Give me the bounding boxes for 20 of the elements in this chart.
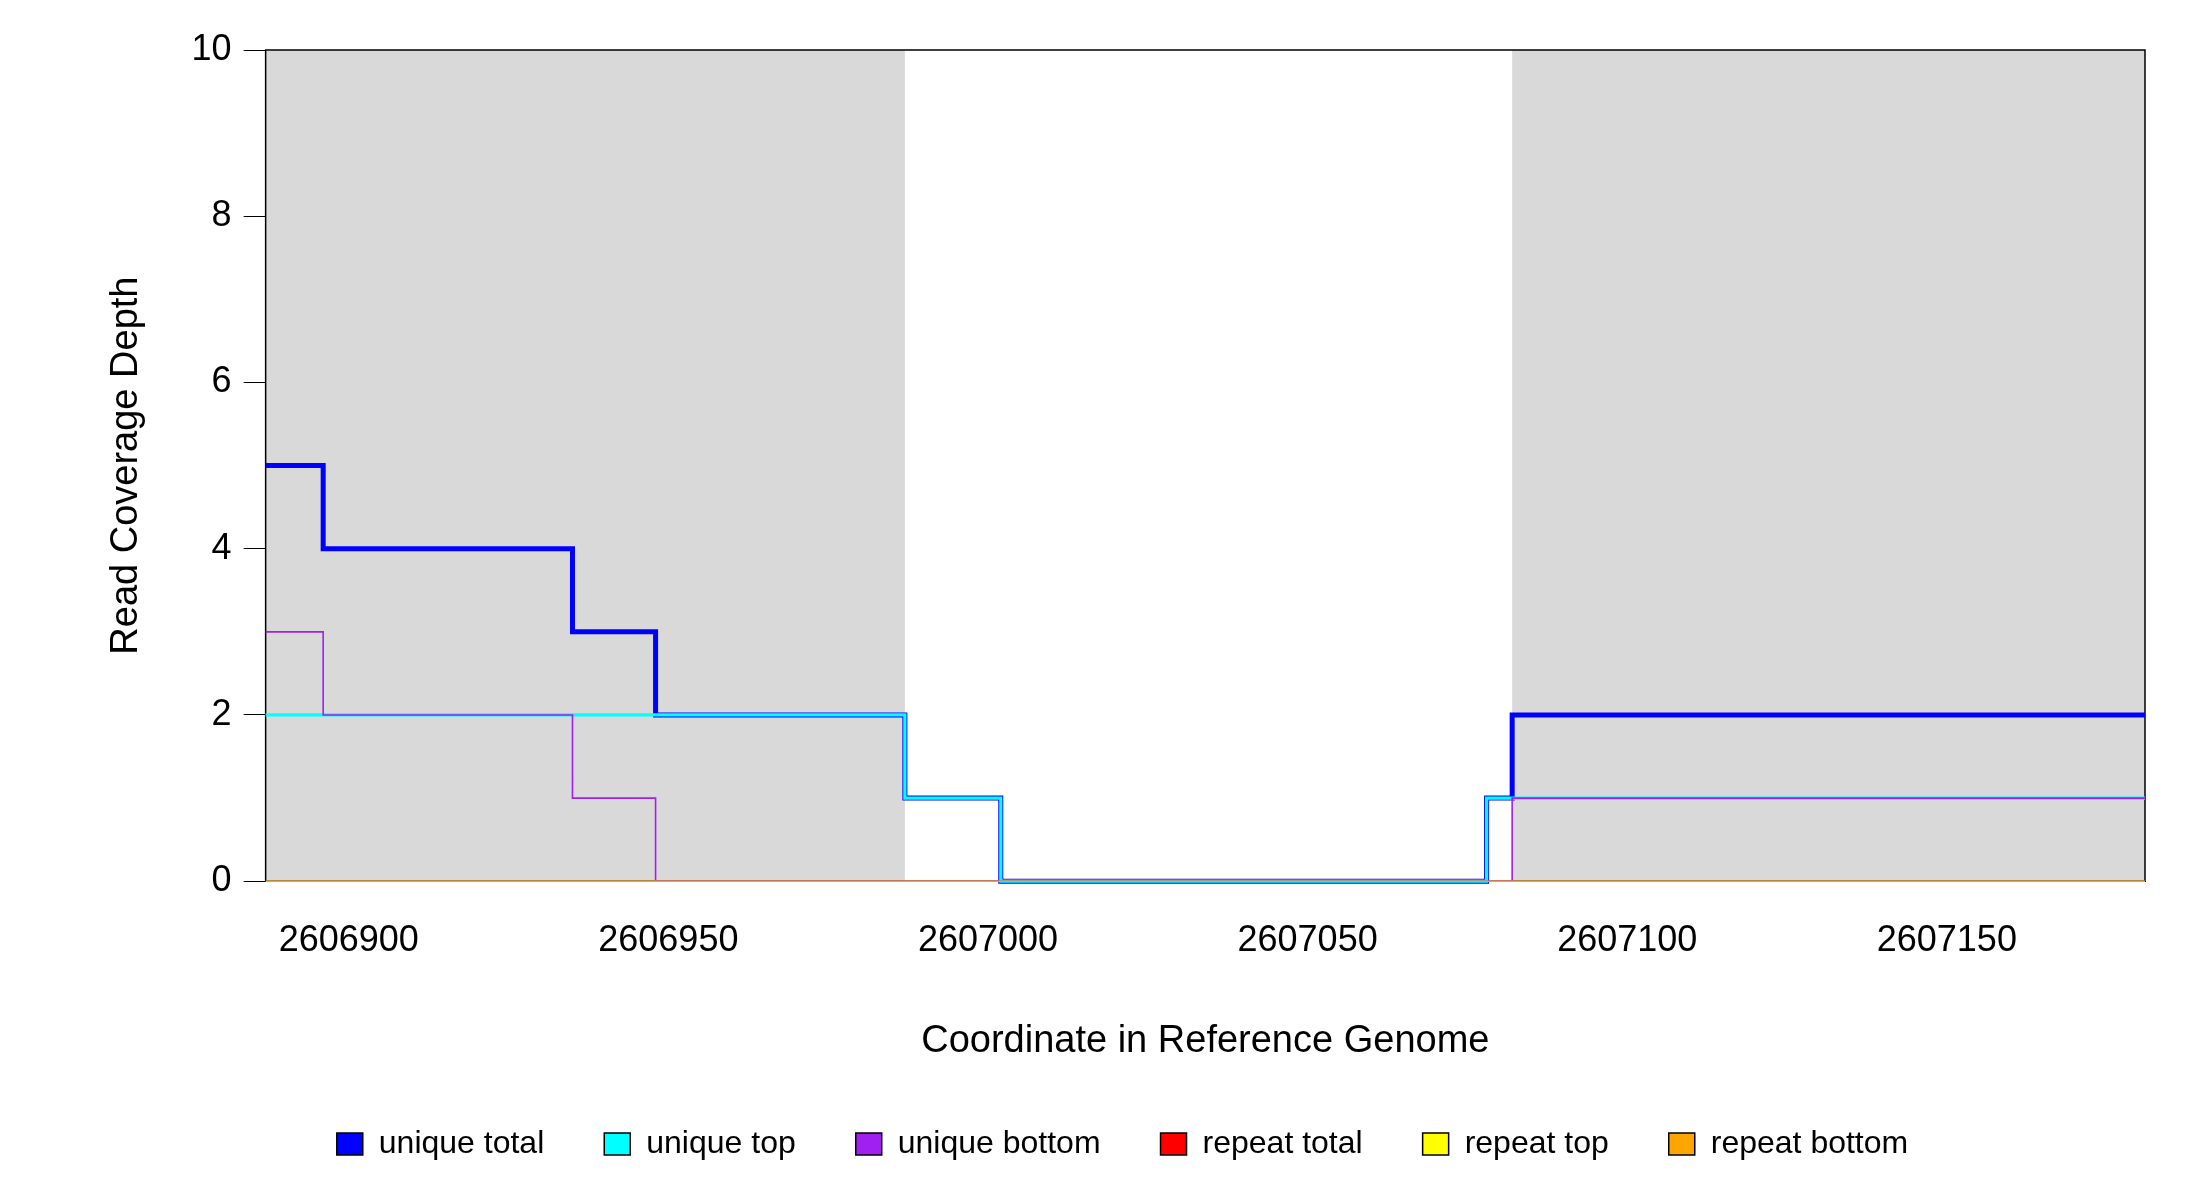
x-tick-label: 2606950 <box>598 917 739 959</box>
x-tick-label: 2607100 <box>1557 917 1698 959</box>
x-tick-label: 2607050 <box>1237 917 1378 959</box>
y-tick-label: 0 <box>211 858 232 900</box>
legend-label: unique bottom <box>897 1123 1101 1160</box>
legend-label: unique top <box>646 1123 796 1160</box>
y-tick-label: 2 <box>211 691 232 733</box>
y-tick-label: 4 <box>211 525 232 567</box>
legend-label: repeat top <box>1464 1123 1609 1160</box>
legend-label: unique total <box>378 1123 545 1160</box>
y-axis-title: Read Coverage Depth <box>103 276 146 655</box>
y-tick-label: 6 <box>211 359 232 401</box>
x-tick-label: 2606900 <box>278 917 419 959</box>
y-tick-label: 10 <box>191 26 232 68</box>
legend-label: repeat bottom <box>1710 1123 1909 1160</box>
x-tick-label: 2607150 <box>1876 917 2017 959</box>
legend-label: repeat total <box>1202 1123 1363 1160</box>
x-axis-title: Coordinate in Reference Genome <box>921 1017 1490 1060</box>
x-tick-label: 2607000 <box>917 917 1059 959</box>
y-tick-label: 8 <box>211 193 232 235</box>
